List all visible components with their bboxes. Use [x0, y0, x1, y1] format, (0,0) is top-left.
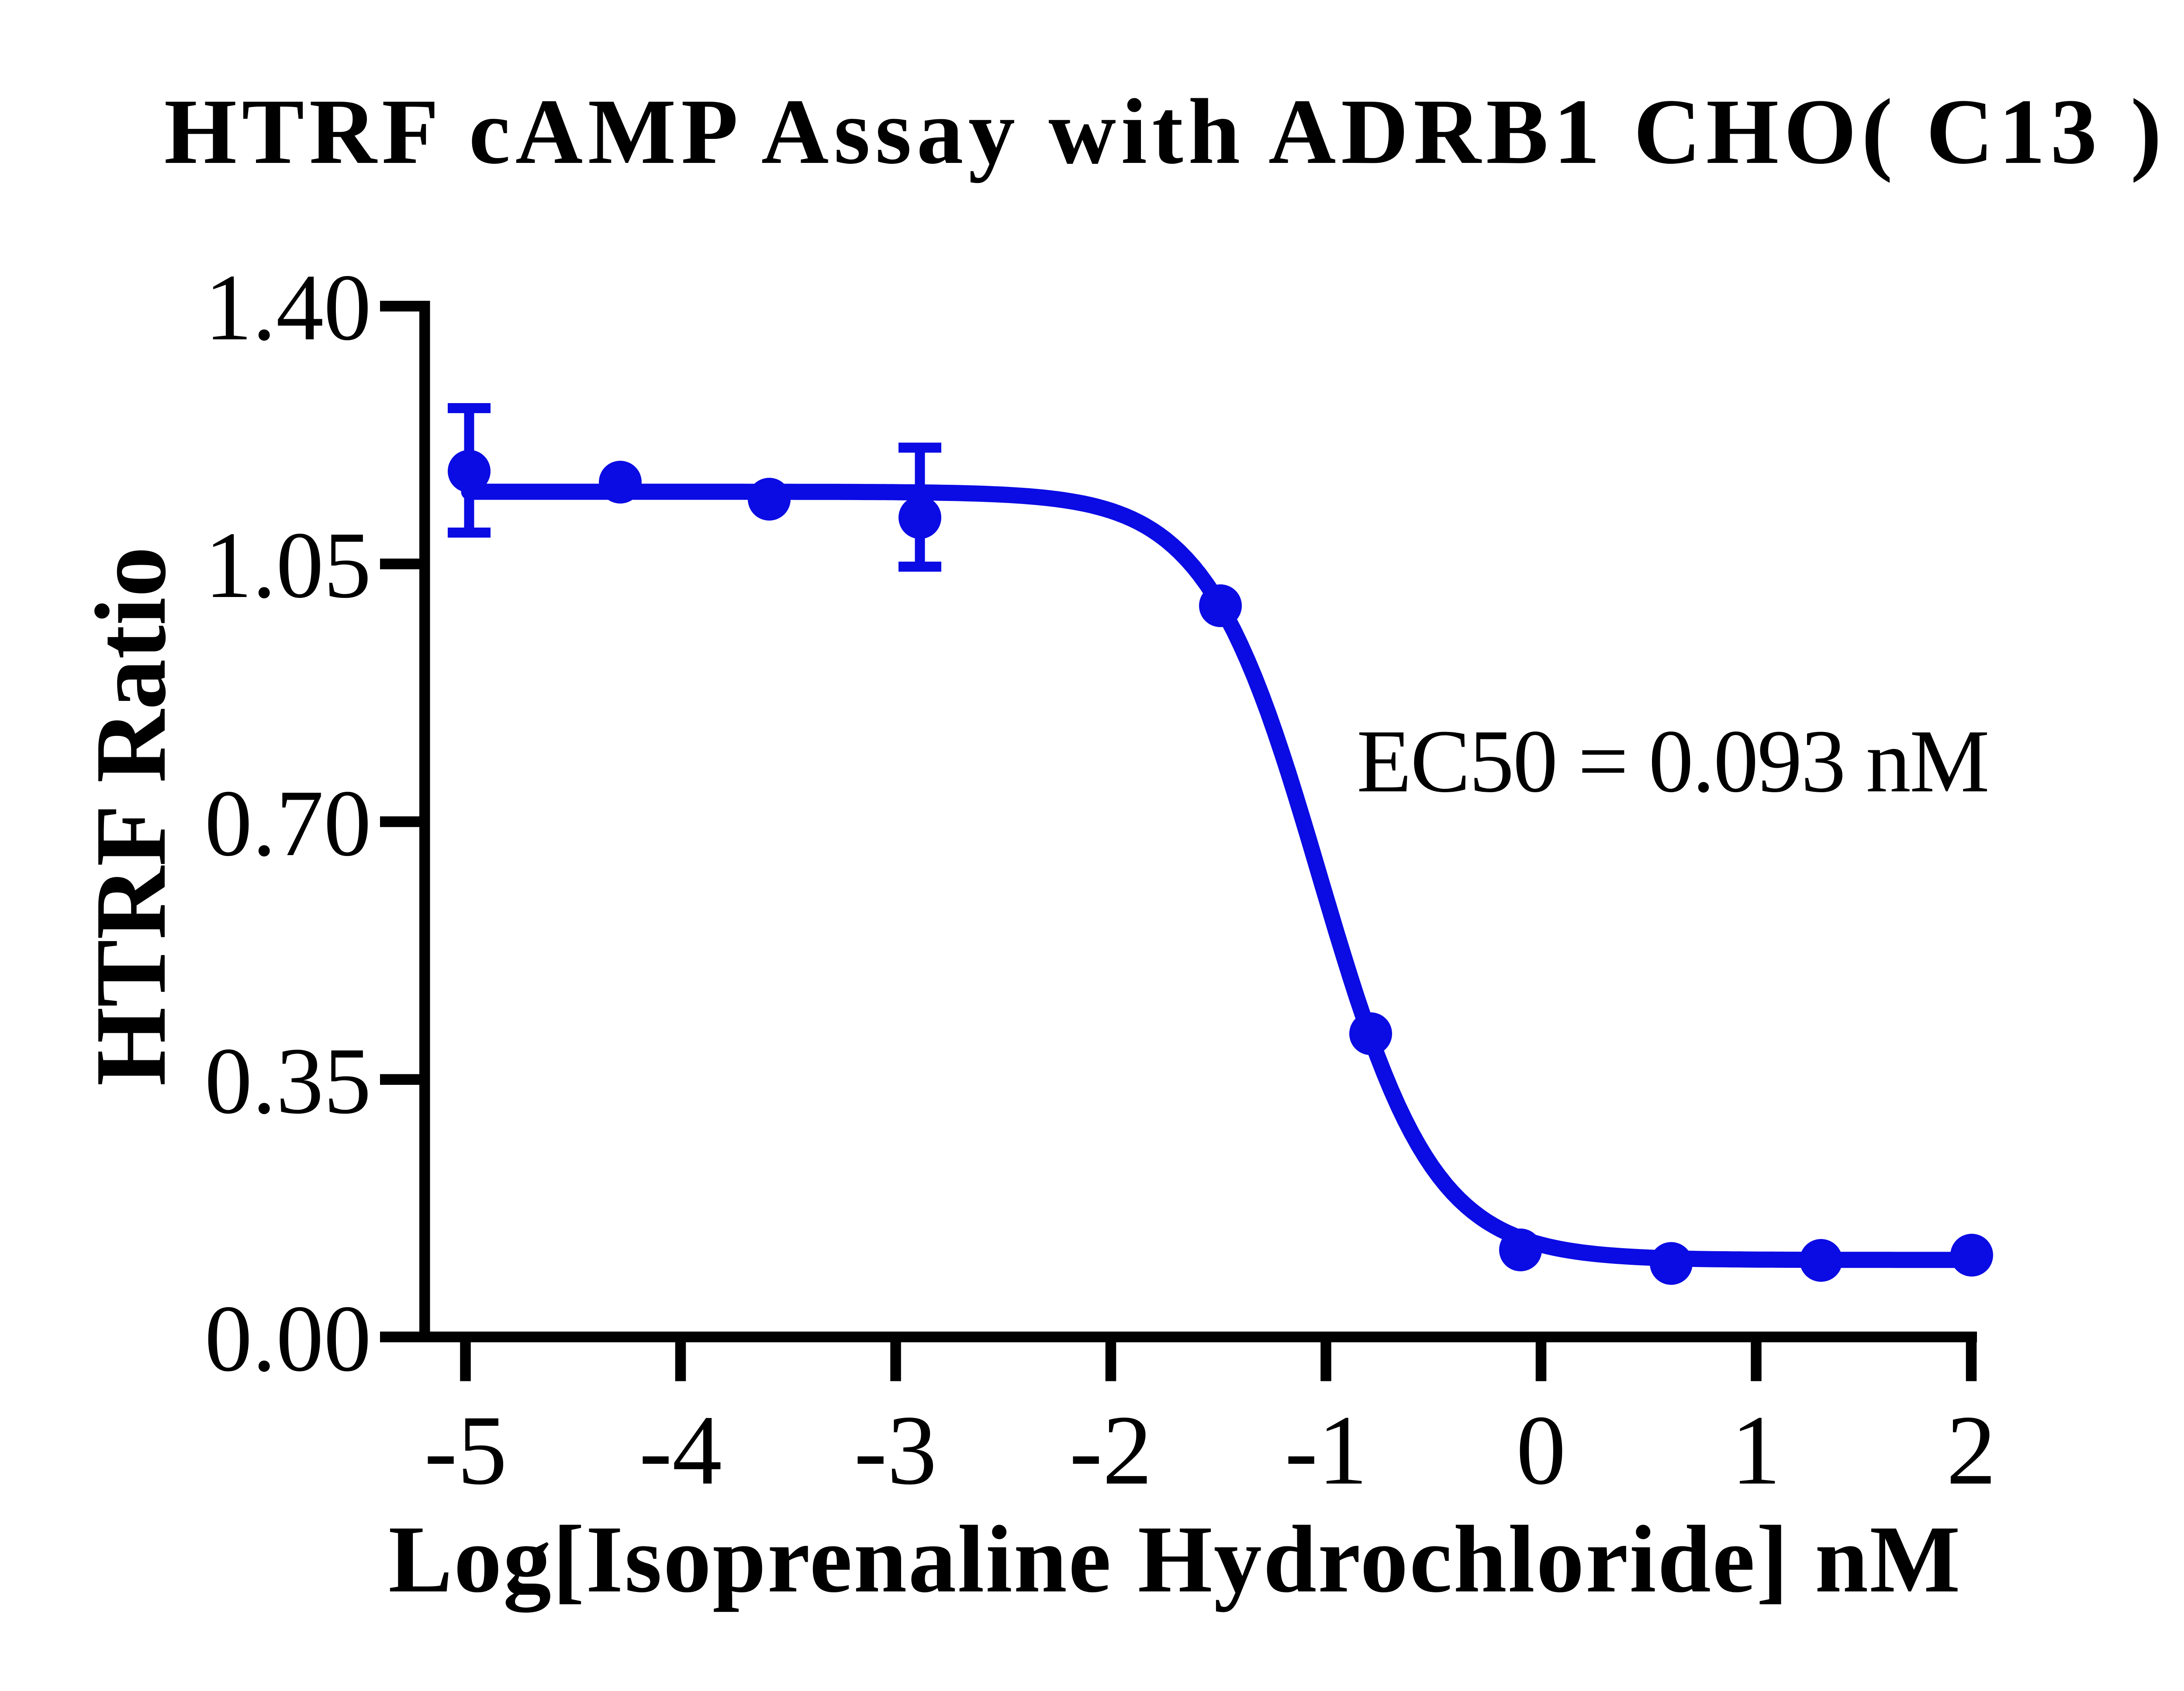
svg-text:0: 0: [1516, 1395, 1566, 1505]
svg-text:0.70: 0.70: [205, 771, 372, 876]
svg-text:EC50 = 0.093 nM: EC50 = 0.093 nM: [1357, 711, 1988, 811]
svg-text:0.35: 0.35: [205, 1028, 372, 1134]
svg-text:-3: -3: [854, 1395, 937, 1505]
svg-text:0.00: 0.00: [205, 1286, 372, 1391]
svg-text:-1: -1: [1285, 1395, 1368, 1505]
svg-text:2: 2: [1946, 1395, 1996, 1505]
svg-text:1: 1: [1731, 1395, 1781, 1505]
svg-text:-5: -5: [424, 1395, 507, 1505]
svg-text:HTRF cAMP Assay with ADRB1 CHO: HTRF cAMP Assay with ADRB1 CHO( C13 ): [164, 80, 2167, 183]
svg-text:1.40: 1.40: [205, 255, 372, 360]
svg-text:1.05: 1.05: [205, 513, 372, 618]
svg-text:-2: -2: [1069, 1395, 1152, 1505]
svg-text:-4: -4: [639, 1395, 722, 1505]
svg-text:Log[Isoprenaline Hydrochloride: Log[Isoprenaline Hydrochloride] nM: [388, 1506, 1962, 1613]
svg-text:HTRF Ratio: HTRF Ratio: [75, 546, 187, 1086]
